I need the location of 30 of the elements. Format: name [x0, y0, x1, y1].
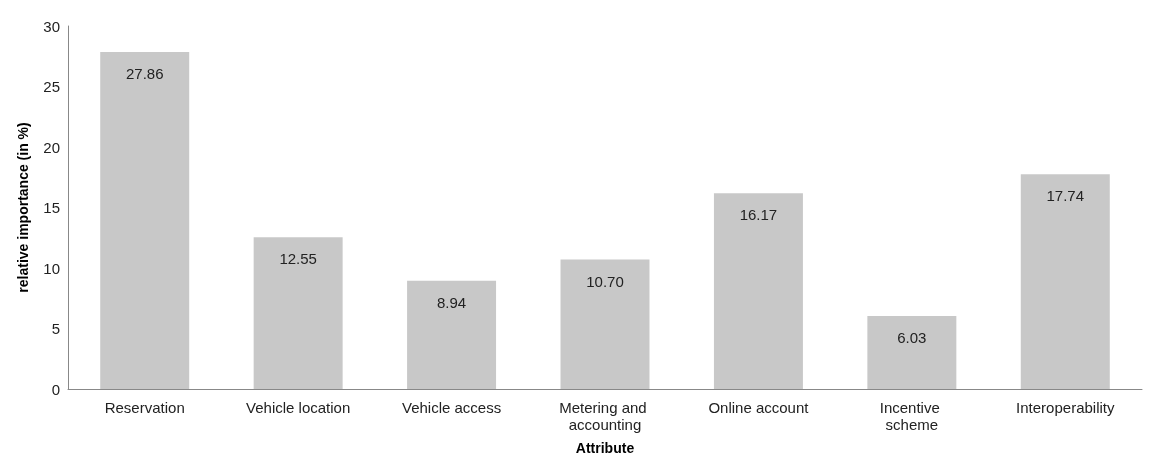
data-label: 17.74	[1046, 187, 1085, 205]
data-label: 12.55	[279, 250, 317, 268]
bar	[253, 237, 343, 389]
data-label: 8.94	[436, 293, 467, 311]
x-tick-label: Vehicle access	[401, 399, 502, 416]
y-tick-label: 0	[51, 380, 60, 398]
data-label: 16.17	[739, 206, 778, 224]
x-tick-label: Vehicle location	[246, 399, 351, 416]
x-axis-title: Attribute	[575, 440, 635, 456]
bar	[867, 316, 957, 389]
x-tick-label: Interoperability	[1016, 399, 1115, 416]
y-tick-label: 5	[51, 320, 60, 337]
bar	[560, 259, 650, 389]
data-label: 10.70	[586, 272, 624, 290]
bar	[100, 51, 190, 389]
x-tick-label: Incentive scheme	[879, 399, 944, 433]
data-label: 6.03	[897, 329, 927, 347]
x-tick-label: Metering and accounting	[559, 399, 651, 433]
y-tick-label: 15	[43, 199, 60, 216]
bar	[407, 280, 497, 389]
y-axis-title: relative importance (in %)	[15, 122, 31, 293]
x-tick-label: Reservation	[104, 399, 185, 416]
bar	[713, 193, 803, 389]
y-tick-label: 30	[43, 17, 60, 35]
bar	[1020, 174, 1110, 389]
y-tick-label: 10	[43, 259, 60, 277]
x-tick-label: Online account	[708, 399, 810, 416]
y-tick-label: 20	[43, 138, 60, 156]
y-tick-label: 25	[43, 78, 60, 95]
data-label: 27.86	[125, 64, 164, 82]
